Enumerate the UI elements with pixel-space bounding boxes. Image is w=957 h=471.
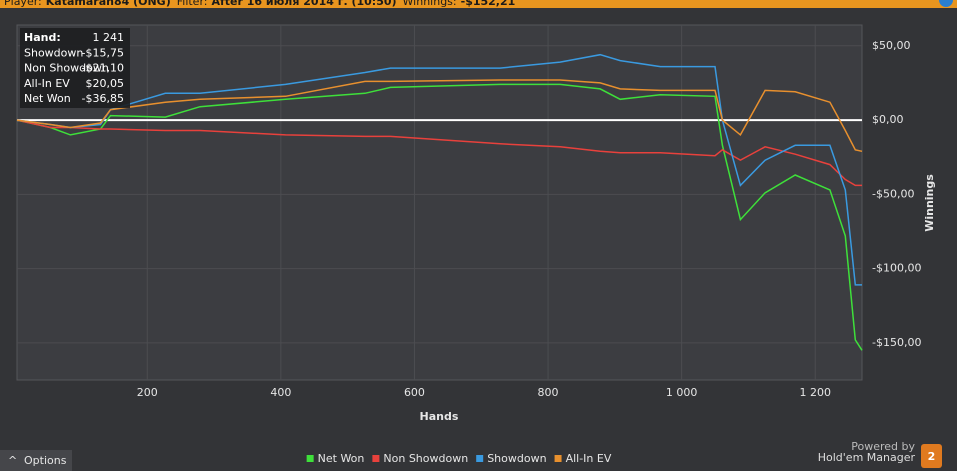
y-axis-label: Winnings (923, 174, 936, 232)
legend-item: Non Showdown (372, 452, 468, 465)
header-bar (0, 0, 957, 8)
legend-label: All-In EV (566, 452, 612, 465)
x-tick-label: 1 200 (799, 386, 831, 399)
options-label: Options (24, 454, 67, 467)
tooltip-label: All-In EV (24, 77, 70, 90)
tooltip-value: -$36,85 (82, 92, 124, 105)
header-label: Filter: (177, 0, 208, 8)
x-tick-label: 800 (538, 386, 559, 399)
header-value: -$152,21 (461, 0, 516, 8)
options-arrow: ^ (8, 454, 17, 467)
x-tick-label: 400 (270, 386, 291, 399)
series-line (16, 83, 863, 351)
header: Player: Katamaran84 (ONG) Filter: After 16 … (4, 0, 515, 8)
legend-label: Showdown (487, 452, 546, 465)
tooltip-value: $20,05 (86, 77, 125, 90)
legend-label: Net Won (318, 452, 365, 465)
header-value: After 16 июля 2014 г. (10:50) (212, 0, 397, 8)
y-tick-label: -$100,00 (872, 262, 921, 275)
y-tick-label: -$150,00 (872, 336, 921, 349)
legend-item: All-In EV (554, 452, 612, 465)
x-tick-label: 600 (404, 386, 425, 399)
options-button[interactable] (0, 450, 72, 471)
y-tick-label: $50,00 (872, 39, 911, 52)
legend-swatch (372, 455, 380, 462)
brand-badge-text: 2 (928, 450, 936, 463)
legend: Net Won Non Showdown Showdown All-In EV (306, 452, 612, 465)
tooltip-label: Non Showdown (24, 62, 109, 75)
header-label: Winnings: (403, 0, 457, 8)
tooltip-value: -$21,10 (82, 62, 124, 75)
y-tick-label: $0,00 (872, 113, 904, 126)
header-value: Katamaran84 (ONG) (46, 0, 171, 8)
plot-area (16, 24, 863, 381)
tooltip-value: 1 241 (93, 31, 125, 44)
header-label: Player: (4, 0, 42, 8)
legend-swatch (476, 455, 484, 462)
tooltip-label: Net Won (24, 92, 71, 105)
x-axis-label: Hands (420, 410, 459, 423)
legend-label: Non Showdown (383, 452, 468, 465)
legend-item: Showdown (476, 452, 547, 465)
legend-swatch (306, 455, 314, 462)
x-tick-label: 200 (137, 386, 158, 399)
tooltip-box (20, 28, 130, 108)
tooltip: Hand: 1 241 Showdown-$15,75 Non Showdown-$2… (24, 31, 124, 105)
legend-item: Net Won (306, 452, 365, 465)
tooltip-label: Hand: (24, 31, 61, 44)
tooltip-value: -$15,75 (82, 46, 124, 59)
series-line (16, 119, 862, 187)
y-tick-label: -$50,00 (872, 187, 914, 200)
x-tick-label: 1 000 (666, 386, 698, 399)
info-icon[interactable] (939, 0, 953, 7)
brand: Hold'em Manager (818, 451, 916, 464)
brand-badge (921, 444, 942, 468)
tooltip-label: Showdown (24, 46, 83, 59)
legend-swatch (554, 455, 562, 462)
powered-by: Powered by (851, 440, 915, 453)
series-line (16, 79, 863, 153)
lines (16, 53, 863, 351)
